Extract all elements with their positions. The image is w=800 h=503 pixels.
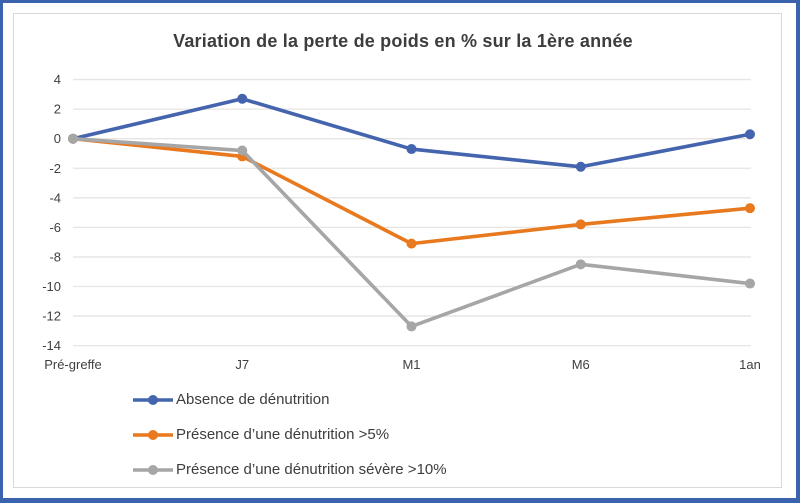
chart-legend: Absence de dénutrition Présence d’une dén… [133, 388, 447, 493]
data-point-marker [575, 259, 586, 270]
legend-label: Présence d’une dénutrition >5% [176, 426, 390, 443]
y-tick-label: -12 [42, 309, 61, 324]
legend-item: Présence d’une dénutrition >5% [133, 423, 447, 446]
chart-title: Variation de la perte de poids en % sur … [173, 31, 633, 51]
data-point-marker [406, 144, 417, 155]
y-tick-label: -2 [49, 161, 61, 176]
y-tick-label: -8 [49, 249, 61, 264]
x-axis-label: 1an [739, 357, 761, 372]
x-axis-label: J7 [235, 357, 249, 372]
legend-item: Présence d’une dénutrition sévère >10% [133, 458, 447, 481]
data-point-marker [237, 145, 248, 156]
y-tick-label: 2 [54, 102, 61, 117]
data-point-marker [745, 278, 755, 289]
data-point-marker [745, 129, 755, 140]
series-line [71, 136, 752, 329]
legend-marker-icon [133, 394, 173, 405]
y-tick-label: -6 [49, 220, 61, 235]
data-point-marker [745, 203, 755, 214]
y-tick-label: -14 [42, 338, 61, 353]
data-point-marker [237, 93, 248, 104]
legend-marker-icon [133, 429, 173, 440]
data-point-marker [68, 133, 78, 144]
x-axis-label: M1 [402, 357, 420, 372]
chart-plot-area: 4 2 0 -2 -4 -6 -8 -10 -12 -14 Pré-greffe J7 M1 M6 1an [42, 72, 761, 372]
legend-label: Présence d’une dénutrition sévère >10% [176, 461, 447, 478]
legend-label: Absence de dénutrition [176, 391, 330, 408]
data-point-marker [575, 219, 586, 230]
y-tick-label: 4 [54, 72, 61, 87]
legend-item: Absence de dénutrition [133, 388, 447, 411]
y-tick-label: -4 [49, 190, 61, 205]
x-axis-label: M6 [572, 357, 590, 372]
x-axis-label: Pré-greffe [44, 357, 102, 372]
y-tick-label: -10 [42, 279, 61, 294]
y-tick-label: 0 [54, 131, 61, 146]
legend-marker-icon [133, 464, 173, 475]
data-point-marker [406, 321, 417, 332]
chart-frame [13, 13, 782, 488]
data-point-marker [406, 238, 417, 249]
data-point-marker [575, 161, 586, 172]
